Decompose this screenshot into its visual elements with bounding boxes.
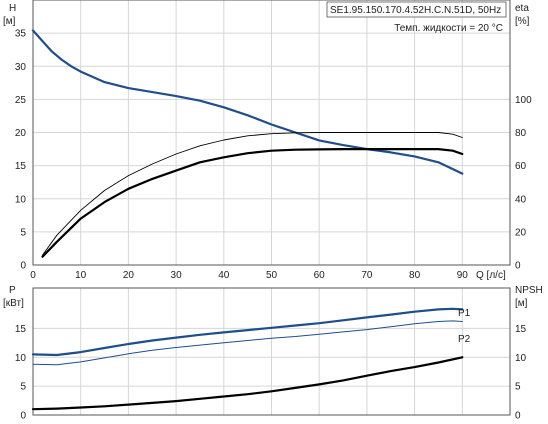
- x-tick-label: 20: [123, 270, 135, 281]
- y-left-tick-label: 10: [15, 194, 27, 205]
- y-right-tick-label: 5: [515, 382, 521, 393]
- series-line-upper-series-1: [31, 29, 464, 175]
- x-tick-label: 30: [171, 270, 183, 281]
- y-left-tick-label: 10: [15, 353, 27, 364]
- y-left-label-top: H: [9, 3, 16, 14]
- y-right-tick-label: 15: [515, 324, 527, 335]
- y-left-tick-label: 20: [15, 128, 27, 139]
- x-tick-label: 70: [361, 270, 373, 281]
- x-tick-label: 50: [266, 270, 278, 281]
- y-left-tick-label: 0: [20, 261, 26, 272]
- y-right-label-top: eta: [515, 3, 529, 14]
- upper-panel: SE1.95.150.170.4.52H.C.N.51D, 50Hz Темп.…: [3, 0, 532, 281]
- y-left-tick-label: 15: [15, 161, 27, 172]
- series-line-lower-series-1: [31, 307, 464, 357]
- upper-tick-labels: 0 5 10 15 20 25 30 35 0 20 40 60 80 100 0 10 20 30 40 50 60 7…: [15, 29, 532, 281]
- y-left-tick-label: 15: [15, 324, 27, 335]
- y-left-tick-label: 35: [15, 29, 27, 40]
- y-left-tick-label: 0: [20, 411, 26, 422]
- npsh-axis-label-top: NPSH: [515, 285, 543, 296]
- lower-panel: P [кВт] NPSH [м] 0 5 10 15 0 5 10 15 P1 P2: [3, 285, 543, 422]
- lower-tick-labels: 0 5 10 15 0 5 10 15: [15, 324, 527, 422]
- y-right-tick-label: 0: [515, 411, 521, 422]
- y-left-tick-label: 5: [20, 227, 26, 238]
- y-right-tick-label: 100: [515, 95, 532, 106]
- y-right-tick-label: 20: [515, 227, 527, 238]
- y-left-tick-label: 25: [15, 95, 27, 106]
- x-tick-label: 90: [457, 270, 469, 281]
- x-axis-label: Q [л/с]: [476, 270, 506, 281]
- x-tick-label: 10: [75, 270, 87, 281]
- y-left-tick-label: 30: [15, 62, 27, 73]
- p-axis-label-unit: [кВт]: [3, 298, 24, 309]
- upper-plot-frame: [32, 0, 511, 266]
- series-label-p2: P2: [458, 334, 471, 345]
- lower-series-lines: [31, 307, 464, 411]
- title-box: [326, 1, 507, 18]
- y-right-tick-label: 80: [515, 128, 527, 139]
- x-tick-label: 40: [218, 270, 230, 281]
- y-right-tick-label: 0: [515, 261, 521, 272]
- upper-series-lines: [31, 29, 464, 258]
- chart-title: SE1.95.150.170.4.52H.C.N.51D, 50Hz: [330, 5, 501, 16]
- x-tick-label: 80: [409, 270, 421, 281]
- series-line-lower-series-2: [32, 320, 463, 366]
- lower-plot-frame: [32, 287, 511, 416]
- y-left-label-unit: [м]: [3, 16, 16, 27]
- y-left-tick-label: 5: [20, 382, 26, 393]
- p-axis-label-top: P: [9, 285, 16, 296]
- x-tick-label: 60: [314, 270, 326, 281]
- y-right-label-unit: [%]: [515, 16, 530, 27]
- series-line-upper-series-3: [41, 148, 464, 258]
- x-tick-label: 0: [30, 270, 36, 281]
- npsh-axis-label-unit: [м]: [515, 298, 528, 309]
- y-right-tick-label: 40: [515, 194, 527, 205]
- series-line-upper-series-2: [42, 132, 463, 256]
- temperature-note: Темп. жидкости = 20 °C: [394, 23, 503, 34]
- y-right-tick-label: 10: [515, 353, 527, 364]
- y-right-tick-label: 60: [515, 161, 527, 172]
- series-label-p1: P1: [458, 308, 471, 319]
- series-line-lower-series-3: [31, 356, 464, 411]
